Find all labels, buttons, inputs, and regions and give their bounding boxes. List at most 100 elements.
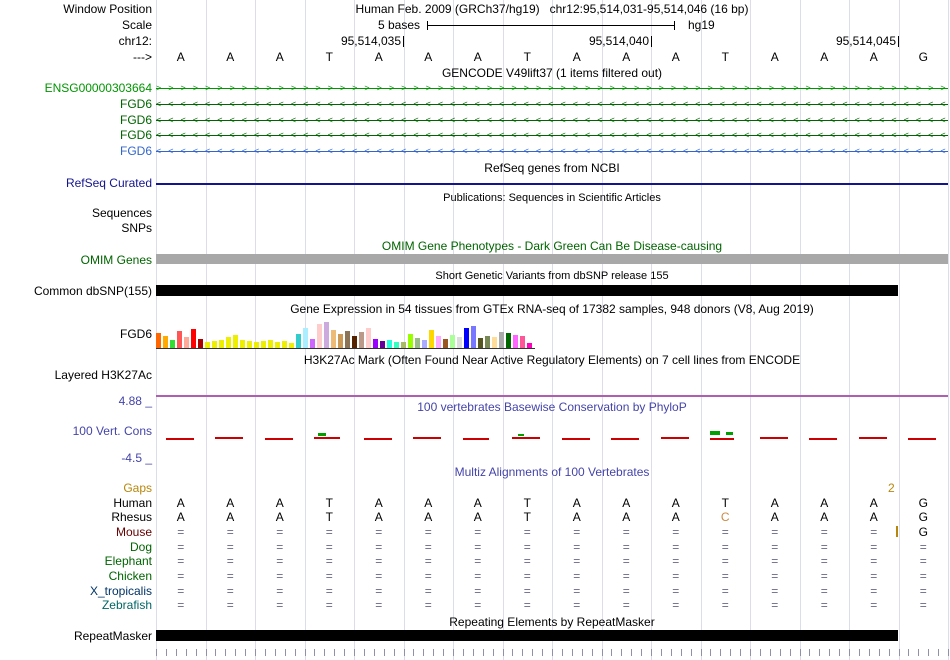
track-header-gtex[interactable]: Gene Expression in 54 tissues from GTEx … [290, 302, 814, 316]
gtex-bar[interactable] [408, 334, 413, 348]
gene-line[interactable] [156, 135, 948, 136]
gtex-bar[interactable] [387, 340, 392, 348]
gtex-bar[interactable] [226, 337, 231, 348]
gtex-bar[interactable] [520, 336, 525, 348]
gtex-bar[interactable] [429, 330, 434, 348]
track-label-layered-h3k27ac[interactable]: Layered H3K27Ac [54, 368, 152, 382]
gtex-bar[interactable] [205, 342, 210, 348]
species-label-elephant[interactable]: Elephant [104, 554, 152, 568]
gtex-bar[interactable] [338, 334, 343, 348]
gtex-bar[interactable] [247, 341, 252, 348]
gene-line[interactable] [156, 88, 948, 89]
gtex-bar[interactable] [191, 329, 196, 348]
gtex-bar[interactable] [184, 337, 189, 348]
gtex-bar[interactable] [394, 342, 399, 348]
gtex-bar[interactable] [268, 340, 273, 348]
gtex-bar[interactable] [303, 328, 308, 348]
gtex-bar[interactable] [471, 326, 476, 348]
gtex-bar[interactable] [324, 322, 329, 348]
gene-label[interactable]: FGD6 [119, 144, 152, 158]
gtex-bar[interactable] [163, 336, 168, 348]
gtex-bar[interactable] [401, 342, 406, 348]
gtex-bar[interactable] [422, 340, 427, 348]
gtex-bar[interactable] [415, 338, 420, 348]
gtex-bar[interactable] [359, 332, 364, 348]
gtex-bar[interactable] [240, 340, 245, 348]
species-label-gaps[interactable]: Gaps [123, 481, 152, 495]
gtex-bar[interactable] [373, 339, 378, 348]
track-header-dbsnp[interactable]: Short Genetic Variants from dbSNP releas… [435, 270, 669, 282]
species-label-rhesus[interactable]: Rhesus [111, 510, 152, 524]
gtex-bar[interactable] [212, 341, 217, 348]
track-label-gtex-fgd6[interactable]: FGD6 [119, 327, 152, 341]
gtex-bar[interactable] [233, 335, 238, 348]
gtex-bar[interactable] [170, 340, 175, 348]
gtex-bar[interactable] [450, 335, 455, 348]
track-header-omim[interactable]: OMIM Gene Phenotypes - Dark Green Can Be… [381, 239, 723, 253]
gene-line[interactable] [156, 120, 948, 121]
gtex-bar[interactable] [506, 333, 511, 348]
scale-row-label: Scale [121, 18, 152, 32]
gtex-bar[interactable] [380, 341, 385, 348]
species-label-dog[interactable]: Dog [129, 540, 152, 554]
gtex-bar[interactable] [331, 330, 336, 348]
gtex-bar[interactable] [317, 324, 322, 348]
gtex-bar[interactable] [275, 342, 280, 348]
gene-label[interactable]: ENSG00000303664 [44, 81, 152, 95]
gtex-bar[interactable] [352, 336, 357, 348]
refseq-track-line[interactable] [156, 183, 948, 185]
species-label-x_tropicalis[interactable]: X_tropicalis [89, 584, 152, 598]
gene-line[interactable] [156, 104, 948, 105]
gtex-bar[interactable] [345, 331, 350, 348]
gene-label[interactable]: FGD6 [119, 97, 152, 111]
gtex-bar[interactable] [492, 337, 497, 348]
track-label-sequences[interactable]: Sequences [91, 206, 152, 220]
gtex-bar[interactable] [485, 336, 490, 348]
repeatmasker-track-bar[interactable] [156, 630, 898, 641]
gtex-bar[interactable] [499, 332, 504, 348]
species-label-chicken[interactable]: Chicken [108, 569, 152, 583]
gtex-bar[interactable] [457, 337, 462, 348]
track-header-repeatmasker[interactable]: Repeating Elements by RepeatMasker [449, 615, 655, 629]
gtex-bar[interactable] [261, 341, 266, 348]
alignment-cell: = [523, 540, 531, 554]
track-header-publications[interactable]: Publications: Sequences in Scientific Ar… [443, 192, 661, 204]
track-header-conservation[interactable]: 100 vertebrates Basewise Conservation by… [417, 400, 687, 414]
track-label-omim-genes[interactable]: OMIM Genes [80, 253, 152, 267]
omim-track-bar[interactable] [156, 254, 948, 264]
track-label-refseq-curated[interactable]: RefSeq Curated [65, 176, 152, 190]
track-header-multiz[interactable]: Multiz Alignments of 100 Vertebrates [454, 465, 650, 479]
h3k27ac-track-line[interactable] [156, 395, 948, 397]
gtex-bar[interactable] [310, 339, 315, 348]
track-header-h3k27ac[interactable]: H3K27Ac Mark (Often Found Near Active Re… [303, 353, 801, 367]
track-label-100-vert-cons[interactable]: 100 Vert. Cons [72, 424, 152, 438]
gene-label[interactable]: FGD6 [119, 128, 152, 142]
gtex-bar[interactable] [296, 334, 301, 348]
gtex-bar[interactable] [366, 328, 371, 348]
gene-label[interactable]: FGD6 [119, 113, 152, 127]
gtex-bar[interactable] [289, 343, 294, 348]
gtex-bar[interactable] [254, 342, 259, 348]
gtex-bar[interactable] [443, 339, 448, 348]
species-label-mouse[interactable]: Mouse [115, 525, 152, 539]
gtex-bar[interactable] [156, 333, 161, 348]
gtex-bar[interactable] [527, 343, 532, 348]
track-header-refseq[interactable]: RefSeq genes from NCBI [484, 161, 620, 175]
dbsnp-track-bar[interactable] [156, 285, 898, 296]
gtex-bar[interactable] [219, 340, 224, 348]
gtex-bar[interactable] [177, 331, 182, 348]
track-label-snps[interactable]: SNPs [121, 221, 152, 235]
species-label-zebrafish[interactable]: Zebrafish [101, 598, 152, 612]
gtex-bar[interactable] [478, 338, 483, 348]
position-tick-label: 95,514,045 [835, 34, 896, 48]
gtex-bar[interactable] [464, 328, 469, 348]
gtex-bar[interactable] [513, 335, 518, 348]
gtex-bar[interactable] [436, 336, 441, 348]
gtex-bar[interactable] [282, 341, 287, 348]
track-label-repeatmasker[interactable]: RepeatMasker [73, 629, 152, 643]
gtex-bar[interactable] [198, 339, 203, 348]
gene-line[interactable] [156, 151, 948, 152]
track-label-common-dbsnp[interactable]: Common dbSNP(155) [33, 284, 152, 298]
track-header-gencode[interactable]: GENCODE V49lift37 (1 items filtered out) [441, 66, 663, 80]
species-label-human[interactable]: Human [113, 496, 152, 510]
